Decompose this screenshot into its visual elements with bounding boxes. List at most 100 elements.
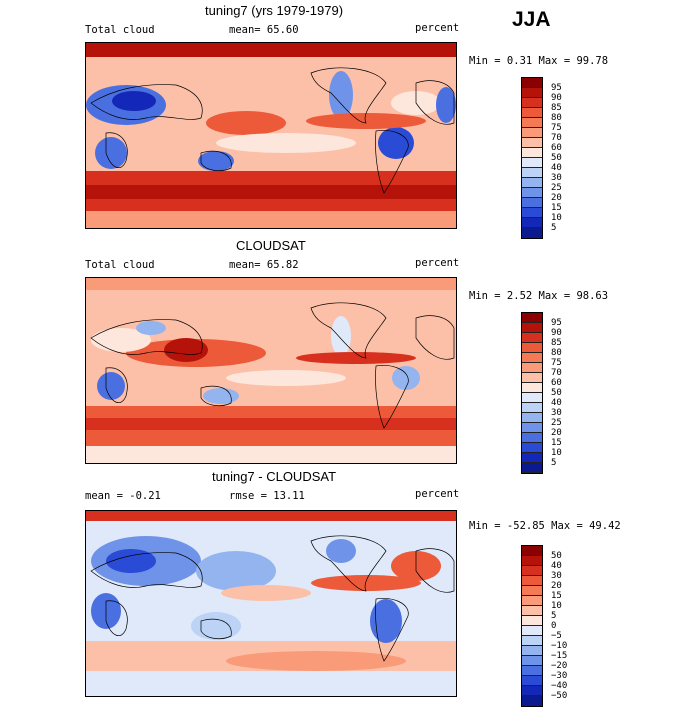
colorbar-segment [522,626,542,636]
mean-label: mean= 65.60 [229,24,299,36]
colorbar: 95 90 85 80 75 70 60 50 40 30 25 20 15 1… [521,312,562,474]
variable-label: Total cloud [85,259,155,271]
colorbar-tick: 95 [551,318,562,328]
colorbar-tick: 25 [551,183,562,193]
colorbar-tick: −15 [551,651,568,661]
colorbar-tick: 30 [551,408,562,418]
colorbar-segment [522,636,542,646]
colorbar-tick: 10 [551,213,562,223]
colorbar-tick: 0 [551,621,557,631]
colorbar-tick: 60 [551,143,562,153]
difference-map [85,510,457,697]
colorbar-segment [522,178,542,188]
colorbar-tick: 70 [551,133,562,143]
colorbar-segment [522,373,542,383]
colorbar-segment [522,433,542,443]
panel-title: CLOUDSAT [236,238,306,253]
min-max-label: Min = 0.31 Max = 99.78 [469,55,609,67]
variable-label: Total cloud [85,24,155,36]
colorbar-segment [522,586,542,596]
colorbar-tick: 20 [551,193,562,203]
colorbar-tick: 15 [551,438,562,448]
colorbar-segment [522,158,542,168]
colorbar-segment [522,546,542,556]
rmse-label: rmse = 13.11 [229,490,305,502]
colorbar-tick: 40 [551,163,562,173]
colorbar-segment [522,313,542,323]
colorbar-tick: 40 [551,398,562,408]
colorbar-tick: 50 [551,388,562,398]
colorbar-tick: 5 [551,223,557,233]
colorbar-tick: 90 [551,328,562,338]
colorbar-segment [522,413,542,423]
colorbar-tick: 85 [551,103,562,113]
min-max-label: Min = 2.52 Max = 98.63 [469,290,609,302]
colorbar-tick: 5 [551,611,557,621]
colorbar-tick: 75 [551,123,562,133]
colorbar-tick: 50 [551,551,562,561]
colorbar-segment [522,78,542,88]
colorbar-tick: 30 [551,571,562,581]
colorbar-tick: 20 [551,581,562,591]
colorbar-tick: 50 [551,153,562,163]
panel-title: tuning7 (yrs 1979-1979) [205,3,344,18]
colorbar-segment [522,108,542,118]
colorbar-segment [522,198,542,208]
colorbar-tick: −40 [551,681,568,691]
panel-title: tuning7 - CLOUDSAT [212,469,337,484]
colorbar-tick: 80 [551,348,562,358]
cloud-map [85,42,457,229]
mean-label: mean= 65.82 [229,259,299,271]
colorbar-segment [522,646,542,656]
colorbar-segment [522,88,542,98]
colorbar-tick: −50 [551,691,568,701]
colorbar-segment [522,606,542,616]
colorbar-segment [522,333,542,343]
colorbar-segment [522,228,542,238]
min-max-label: Min = -52.85 Max = 49.42 [469,520,621,532]
colorbar: 95 90 85 80 75 70 60 50 40 30 25 20 15 1… [521,77,562,239]
mean-label: mean = -0.21 [85,490,161,502]
colorbar-segment [522,148,542,158]
colorbar-segment [522,556,542,566]
colorbar-tick: 10 [551,448,562,458]
cloud-map [85,277,457,464]
units-label: percent [415,22,460,34]
colorbar-segment [522,323,542,333]
colorbar-segment [522,403,542,413]
colorbar-tick: −10 [551,641,568,651]
colorbar-segment [522,686,542,696]
colorbar-tick: 15 [551,203,562,213]
colorbar-segment [522,128,542,138]
colorbar-tick: −30 [551,671,568,681]
colorbar-segment [522,576,542,586]
colorbar-segment [522,218,542,228]
colorbar-segment [522,596,542,606]
colorbar-segment [522,363,542,373]
colorbar-segment [522,666,542,676]
colorbar-segment [522,98,542,108]
colorbar-segment [522,443,542,453]
colorbar-tick: 95 [551,83,562,93]
colorbar-segment [522,656,542,666]
colorbar-tick: 25 [551,418,562,428]
colorbar-segment [522,463,542,473]
colorbar-tick: 60 [551,378,562,388]
colorbar-tick: −5 [551,631,562,641]
colorbar-segment [522,188,542,198]
colorbar: 50 40 30 20 15 10 5 0 −5 −10 −15 −20 −30… [521,545,567,707]
colorbar-segment [522,393,542,403]
colorbar-segment [522,353,542,363]
colorbar-segment [522,566,542,576]
colorbar-tick: 85 [551,338,562,348]
colorbar-segment [522,383,542,393]
colorbar-tick: 40 [551,561,562,571]
colorbar-tick: −20 [551,661,568,671]
colorbar-segment [522,168,542,178]
colorbar-segment [522,616,542,626]
colorbar-segment [522,208,542,218]
colorbar-tick: 10 [551,601,562,611]
colorbar-tick: 30 [551,173,562,183]
colorbar-segment [522,118,542,128]
colorbar-tick: 15 [551,591,562,601]
